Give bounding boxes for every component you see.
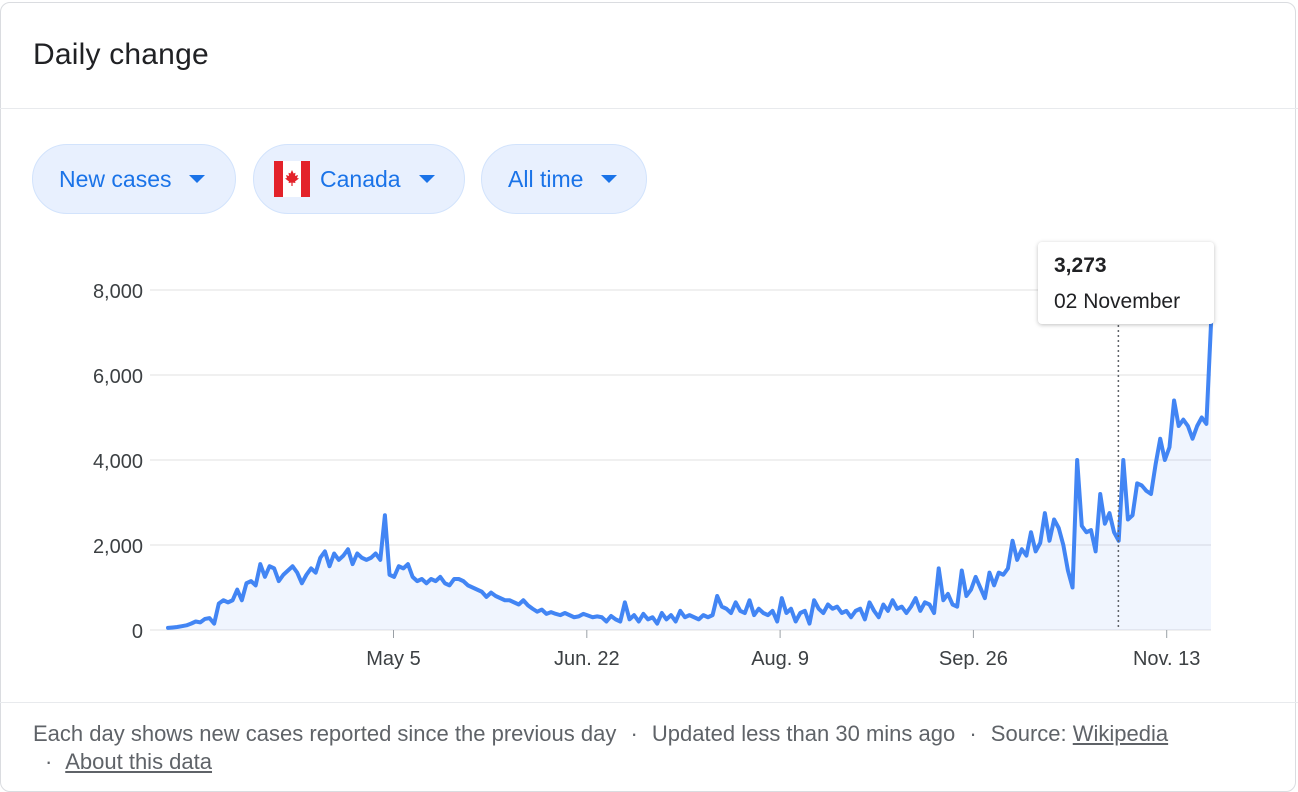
header-divider <box>0 108 1298 109</box>
y-tick-label: 6,000 <box>93 366 143 388</box>
y-tick-label: 2,000 <box>93 536 143 558</box>
card-title: Daily change <box>33 38 209 71</box>
x-tick-label: Aug. 9 <box>751 648 809 670</box>
y-tick-label: 8,000 <box>93 281 143 303</box>
country-dropdown[interactable]: Canada <box>253 144 465 214</box>
series-line <box>166 322 1213 630</box>
caret-down-icon <box>418 175 435 183</box>
x-tick-label: Sep. 26 <box>939 648 1008 670</box>
series-area <box>168 324 1211 630</box>
country-dropdown-label: Canada <box>320 165 401 192</box>
new-cases-dropdown[interactable]: New cases <box>32 144 236 214</box>
x-tick-label: May 5 <box>366 648 420 670</box>
footer-separator: · <box>969 721 977 746</box>
tooltip-value: 3,273 <box>1054 254 1107 277</box>
caret-down-icon <box>189 175 206 183</box>
tooltip-date: 02 November <box>1054 290 1181 313</box>
footer-divider <box>0 702 1298 703</box>
daily-cases-line-chart[interactable]: 0 2,000 4,000 6,000 8,000 May 5 Jun. 22 Aug. 9 S… <box>0 230 1298 680</box>
footer-note: Each day shows new cases reported since … <box>33 721 617 746</box>
time-range-dropdown-label: All time <box>508 165 584 192</box>
wikipedia-source-link[interactable]: Wikipedia <box>1072 721 1169 746</box>
footer-separator: · <box>630 721 638 746</box>
y-tick-label: 0 <box>132 621 143 643</box>
footer-updated: Updated less than 30 mins ago <box>651 721 956 746</box>
x-tick-label: Jun. 22 <box>554 648 620 670</box>
new-cases-dropdown-label: New cases <box>59 165 172 192</box>
about-this-data-link[interactable]: About this data <box>65 749 213 774</box>
footer-source-label: Source: <box>990 721 1067 746</box>
y-tick-label: 4,000 <box>93 451 143 473</box>
time-range-dropdown[interactable]: All time <box>481 144 647 214</box>
caret-down-icon <box>601 175 618 183</box>
x-tick-label: Nov. 13 <box>1133 648 1200 670</box>
footer-separator: · <box>45 749 53 774</box>
chart-footer: Each day shows new cases reported since … <box>33 720 1273 776</box>
canada-flag-icon <box>274 161 310 197</box>
chart-tooltip: 3,273 02 November <box>1038 242 1214 324</box>
